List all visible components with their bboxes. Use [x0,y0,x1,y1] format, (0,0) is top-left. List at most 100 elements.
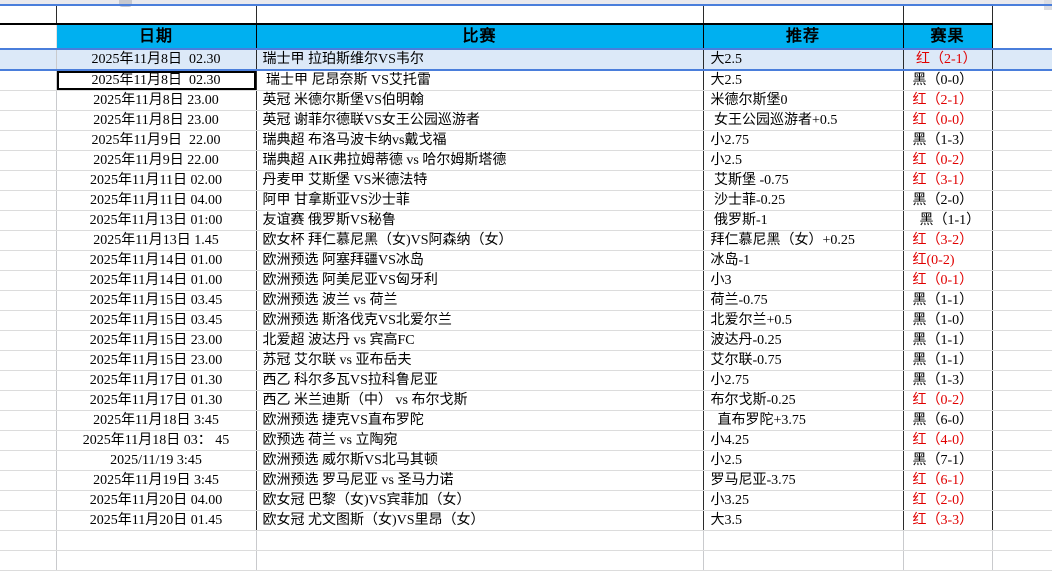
date-cell[interactable]: 2025年11月20日 01.45 [55,510,256,531]
cell-empty[interactable] [55,6,256,25]
row-margin-cell[interactable] [0,510,56,531]
filler-cell[interactable] [992,150,1052,171]
filler-cell[interactable] [992,250,1052,271]
match-cell[interactable]: 欧洲预选 波兰 vs 荷兰 [255,290,703,311]
cell-empty[interactable] [702,530,903,551]
date-cell[interactable]: 2025年11月18日 3:45 [55,410,256,431]
match-cell[interactable]: 欧女冠 巴黎（女)VS宾菲加（女） [255,490,703,511]
date-cell[interactable]: 2025年11月17日 01.30 [55,390,256,411]
filler-cell[interactable] [992,230,1052,251]
row-margin-cell[interactable] [0,70,56,91]
pick-cell[interactable]: 女王公园巡游者+0.5 [702,110,903,131]
pick-cell[interactable]: 罗马尼亚-3.75 [702,470,903,491]
result-cell[interactable]: 黑（7-1） [902,450,993,471]
pick-cell[interactable]: 波达丹-0.25 [702,330,903,351]
filler-cell[interactable] [992,210,1052,231]
filler-cell[interactable] [992,290,1052,311]
result-cell[interactable]: 黑（1-0） [902,310,993,331]
cell-empty[interactable] [992,6,1052,24]
column-header-result[interactable]: 赛果 [902,24,993,49]
row-margin-cell[interactable] [0,150,56,171]
result-cell[interactable]: 黑（1-1） [902,330,993,351]
result-cell[interactable]: 红（3-1） [902,170,993,191]
date-cell[interactable]: 2025年11月9日 22.00 [55,150,256,171]
match-cell[interactable]: 欧洲预选 威尔斯VS北马其顿 [255,450,703,471]
pick-cell[interactable]: 小2.5 [702,150,903,171]
row-margin-cell[interactable] [0,430,56,451]
row-margin-cell[interactable] [0,490,56,511]
cell-empty[interactable] [255,530,703,551]
result-cell[interactable]: 黑（0-0） [902,70,993,91]
date-cell[interactable]: 2025年11月13日 1.45 [55,230,256,251]
pick-cell[interactable]: 大2.5 [702,70,903,91]
filler-cell[interactable] [992,370,1052,391]
date-cell[interactable]: 2025年11月19日 3:45 [55,470,256,491]
row-margin-cell[interactable] [0,370,56,391]
pick-cell[interactable]: 小3 [702,270,903,291]
date-cell[interactable]: 2025年11月15日 03.45 [55,290,256,311]
filler-cell[interactable] [992,70,1052,91]
filler-cell[interactable] [992,410,1052,431]
match-cell[interactable]: 欧洲预选 斯洛伐克VS北爱尔兰 [255,310,703,331]
filler-cell[interactable] [992,130,1052,151]
result-cell[interactable]: 红（6-1） [902,470,993,491]
cell-empty[interactable] [0,550,56,571]
match-cell[interactable]: 欧洲预选 阿塞拜疆VS冰岛 [255,250,703,271]
date-cell[interactable]: 2025年11月14日 01.00 [55,270,256,291]
column-header-date[interactable]: 日期 [55,24,256,49]
row-margin-cell[interactable] [0,170,56,191]
row-margin-cell[interactable] [0,310,56,331]
date-cell[interactable]: 2025年11月20日 04.00 [55,490,256,511]
filler-cell[interactable] [992,110,1052,131]
row-margin-cell[interactable] [0,450,56,471]
pick-cell[interactable]: 米德尔斯堡0 [702,90,903,111]
match-cell[interactable]: 北爱超 波达丹 vs 宾高FC [255,330,703,351]
date-cell[interactable]: 2025年11月15日 23.00 [55,330,256,351]
match-cell[interactable]: 瑞典超 AIK弗拉姆蒂德 vs 哈尔姆斯塔德 [255,150,703,171]
result-cell[interactable]: 黑（1-3） [902,130,993,151]
date-cell[interactable]: 2025年11月15日 03.45 [55,310,256,331]
pick-cell[interactable]: 艾斯堡 -0.75 [702,170,903,191]
pick-cell[interactable]: 北爱尔兰+0.5 [702,310,903,331]
match-cell[interactable]: 友谊赛 俄罗斯VS秘鲁 [255,210,703,231]
row-margin-cell[interactable] [0,190,56,211]
column-header-pick[interactable]: 推荐 [702,24,903,49]
filler-cell[interactable] [992,90,1052,111]
cell-empty[interactable] [992,530,1052,551]
row-margin-cell[interactable] [0,110,56,131]
result-cell[interactable]: 红（3-3） [902,510,993,531]
row-margin-cell[interactable] [0,230,56,251]
row-margin-cell[interactable] [0,390,56,411]
filler-cell[interactable] [992,190,1052,211]
cell-empty[interactable] [255,6,703,25]
row-margin-cell[interactable] [0,470,56,491]
date-cell[interactable]: 2025年11月8日 23.00 [55,110,256,131]
match-cell[interactable]: 英冠 谢菲尔德联VS女王公园巡游者 [255,110,703,131]
result-cell[interactable]: 黑（1-1） [902,290,993,311]
match-cell[interactable]: 欧洲预选 阿美尼亚VS匈牙利 [255,270,703,291]
date-cell[interactable]: 2025年11月11日 02.00 [55,170,256,191]
result-cell[interactable]: 红（2-0） [902,490,993,511]
match-cell[interactable]: 苏冠 艾尔联 vs 亚布岳夫 [255,350,703,371]
pick-cell[interactable]: 小4.25 [702,430,903,451]
filler-cell[interactable] [992,330,1052,351]
scrollbar-thumb[interactable] [119,0,132,7]
cell-empty[interactable] [902,550,993,571]
date-cell[interactable]: 2025年11月8日 23.00 [55,90,256,111]
filler-cell[interactable] [992,450,1052,471]
date-cell[interactable]: 2025年11月11日 04.00 [55,190,256,211]
filler-cell[interactable] [992,430,1052,451]
result-cell[interactable]: 红（3-2） [902,230,993,251]
row-margin-cell[interactable] [0,270,56,291]
cell-empty[interactable] [55,550,256,571]
match-cell[interactable]: 英冠 米德尔斯堡VS伯明翰 [255,90,703,111]
result-cell[interactable]: 红（2-1） [902,48,993,71]
date-cell[interactable]: 2025年11月18日 03： 45 [55,430,256,451]
result-cell[interactable]: 红（2-1） [902,90,993,111]
result-cell[interactable]: 红（0-2） [902,390,993,411]
cell-empty[interactable] [902,6,993,25]
result-cell[interactable]: 黑（2-0） [902,190,993,211]
pick-cell[interactable]: 布尔戈斯-0.25 [702,390,903,411]
match-cell[interactable]: 丹麦甲 艾斯堡 VS米德法特 [255,170,703,191]
pick-cell[interactable]: 拜仁慕尼黑（女）+0.25 [702,230,903,251]
